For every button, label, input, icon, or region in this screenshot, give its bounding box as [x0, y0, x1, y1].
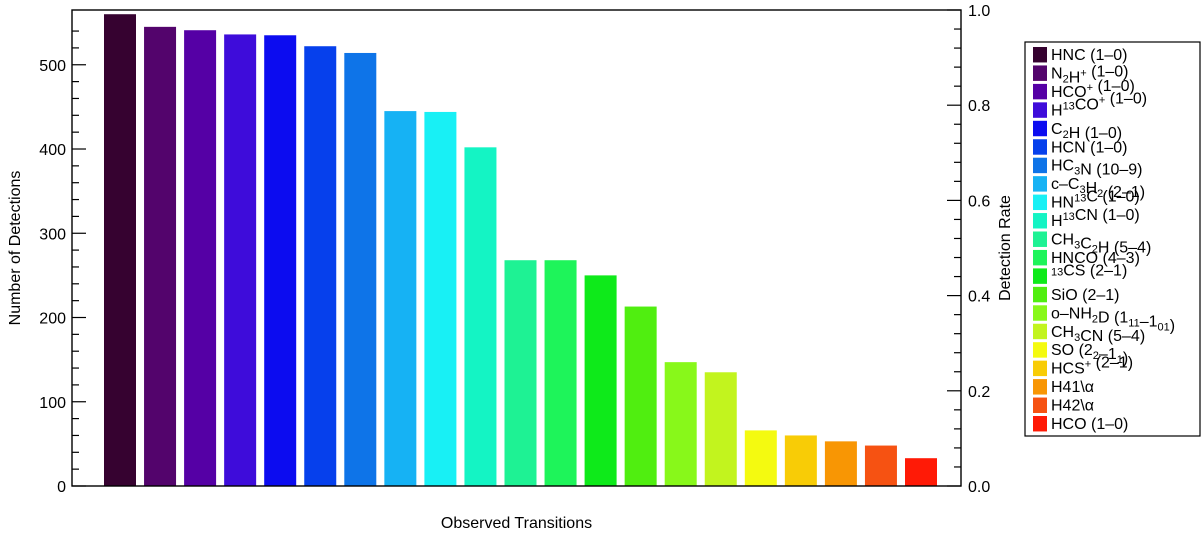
y-tick-label: 200	[39, 311, 66, 328]
legend-entry: SO (22–11)	[1051, 342, 1128, 367]
legend-entry: o–NH2D (111–101)	[1051, 305, 1175, 334]
y-tick-label: 300	[39, 226, 66, 243]
plot-frame	[71, 9, 962, 487]
legend-box	[1024, 41, 1201, 437]
legend-entry: c–C3H2 (2–1)	[1051, 176, 1145, 201]
bar-11	[504, 260, 537, 486]
legend-swatch	[1033, 83, 1047, 100]
bar-9	[424, 111, 457, 486]
legend-swatch	[1033, 249, 1047, 266]
legend-entry: H13CO+ (1–0)	[1051, 90, 1147, 119]
legend-swatch	[1033, 379, 1047, 395]
y2-tick-label: 0.0	[968, 479, 990, 496]
bar-5	[264, 35, 297, 486]
legend-entry: HCO (1–0)	[1051, 416, 1128, 433]
bar-19	[824, 441, 857, 486]
x-axis-label: Observed Transitions	[441, 515, 592, 532]
bar-16	[704, 372, 737, 486]
y-axis-label: Number of Detections	[7, 171, 24, 326]
bars-group	[104, 14, 937, 487]
bar-15	[664, 362, 697, 486]
y2-tick-label: 0.8	[968, 98, 990, 115]
legend-swatch	[1033, 416, 1047, 432]
bar-14	[624, 306, 657, 486]
legend-swatch	[1033, 323, 1047, 340]
legend-entry: CH3CN (5–4)	[1051, 324, 1145, 345]
legend-entry: HCO+ (1–0)	[1051, 78, 1135, 101]
legend-entry: HNCO (4–3)	[1051, 250, 1140, 267]
legend-entry: H41\α	[1051, 379, 1094, 396]
y2-tick-label: 0.4	[968, 289, 990, 306]
bar-21	[905, 458, 937, 486]
y-tick-label: 0	[57, 479, 66, 496]
legend-entry: 13CS (2–1)	[1051, 262, 1127, 279]
legend-entry: CH3C2H (5–4)	[1051, 232, 1151, 257]
bar-6	[304, 46, 337, 486]
y-tick-label: 100	[39, 395, 66, 412]
y-tick-label: 400	[39, 142, 66, 159]
legend-entry: HN13C (1–0)	[1051, 189, 1140, 212]
y2-tick-label: 1.0	[968, 3, 990, 20]
right-y-axis: 0.0 0.2 0.4 0.6 0.8 1.0	[947, 3, 990, 496]
legend-swatch	[1033, 65, 1047, 81]
legend-entry: HCS+ (2–1)	[1051, 355, 1133, 378]
legend-swatch	[1033, 213, 1047, 229]
bar-13	[584, 275, 617, 486]
left-y-axis: 0 100 200 300 400 500	[39, 30, 86, 496]
bar-20	[864, 445, 897, 486]
legend-entry: H42\α	[1051, 398, 1094, 415]
bar-12	[544, 260, 577, 486]
legend-swatch	[1033, 194, 1047, 211]
legend-swatch	[1033, 120, 1047, 137]
bar-18	[784, 435, 817, 486]
legend-entry: H13CN (1–0)	[1051, 207, 1140, 230]
legend-swatch	[1033, 102, 1047, 118]
bar-2	[144, 26, 177, 487]
legend-entry: SiO (2–1)	[1051, 287, 1119, 304]
legend-entry: HC3N (10–9)	[1051, 158, 1142, 179]
bar-7	[344, 52, 377, 487]
bar-17	[744, 430, 777, 486]
legend: HNC (1–0)N2H+ (1–0)HCO+ (1–0)H13CO+ (1–0…	[1024, 41, 1201, 437]
legend-entry: HCN (1–0)	[1051, 139, 1127, 156]
bar-4	[224, 34, 257, 487]
legend-swatch	[1033, 305, 1047, 321]
y2-tick-label: 0.6	[968, 193, 990, 210]
legend-swatch	[1033, 157, 1047, 174]
bar-3	[184, 30, 217, 486]
bar-1	[104, 14, 136, 486]
legend-swatch	[1033, 268, 1047, 284]
legend-swatch	[1033, 176, 1047, 192]
legend-swatch	[1033, 360, 1047, 377]
legend-swatch	[1033, 286, 1047, 303]
legend-entry: N2H+ (1–0)	[1051, 63, 1128, 86]
legend-swatch	[1033, 47, 1047, 63]
y-tick-label: 500	[39, 58, 66, 75]
legend-swatch	[1033, 397, 1047, 413]
bar-8	[384, 111, 417, 486]
legend-swatch	[1033, 231, 1047, 247]
legend-entry: C2H (1–0)	[1051, 121, 1122, 142]
legend-swatch	[1033, 342, 1047, 358]
legend-entry: HNC (1–0)	[1051, 47, 1127, 64]
y2-tick-label: 0.2	[968, 384, 990, 401]
legend-swatch	[1033, 139, 1047, 155]
y2-axis-label: Detection Rate	[997, 195, 1014, 301]
bar-10	[464, 147, 497, 486]
